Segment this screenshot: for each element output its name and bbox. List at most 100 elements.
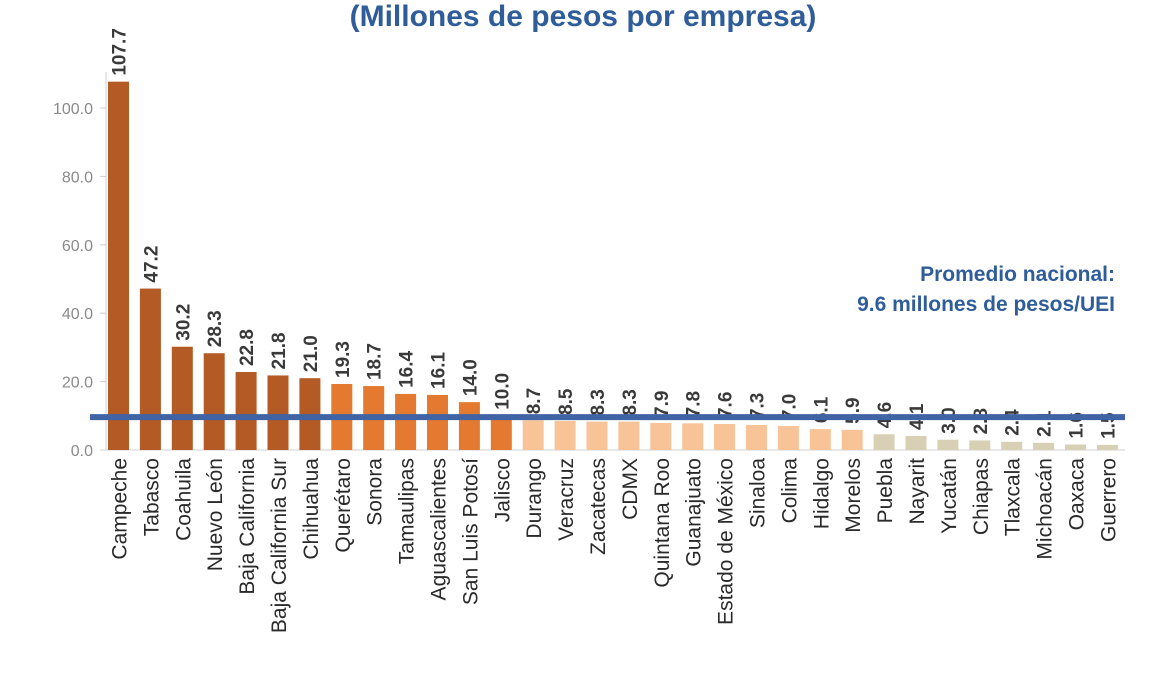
value-labels-group: 107.7 47.2 30.2 28.3 22.8 21.8 21.0 19.3 18.7 16.… xyxy=(110,28,1120,439)
bar xyxy=(395,393,417,450)
bar-value-label: 21.8 xyxy=(269,332,290,369)
bar xyxy=(1001,441,1023,450)
bar xyxy=(203,353,225,450)
bar-value-label: 7.6 xyxy=(716,392,737,418)
category-label: Tlaxcala xyxy=(1002,458,1025,537)
bar-value-label: 47.2 xyxy=(141,246,162,283)
y-tick-label: 20.0 xyxy=(62,375,93,392)
bar-value-label: 10.0 xyxy=(492,373,513,410)
bar xyxy=(171,346,193,450)
bar xyxy=(746,425,767,450)
bar-value-label: 8.7 xyxy=(524,388,545,414)
bar xyxy=(809,429,831,450)
category-label: Chiapas xyxy=(970,458,993,535)
category-label: Puebla xyxy=(874,458,897,524)
category-label: Coahuila xyxy=(172,458,195,541)
bar-value-label: 2.1 xyxy=(1035,410,1056,437)
category-label: Querétaro xyxy=(332,458,355,553)
category-label: Quintana Roo xyxy=(651,458,674,588)
category-label: Veracruz xyxy=(555,458,578,541)
bar xyxy=(650,422,672,450)
category-label: Guanajuato xyxy=(683,458,706,567)
bar xyxy=(267,375,289,450)
category-label: Yucatán xyxy=(938,458,961,534)
bar xyxy=(618,421,640,450)
y-axis-ticks: 0.0 20.0 40.0 60.0 80.0 100.0 xyxy=(53,101,106,460)
category-label: San Luis Potosí xyxy=(459,458,482,605)
bar xyxy=(682,423,704,450)
bar xyxy=(841,429,863,450)
bar xyxy=(522,420,544,450)
bar xyxy=(554,420,576,450)
bar xyxy=(1033,442,1055,450)
category-labels-group: Campeche Tabasco Coahuila Nuevo León Baja Ca… xyxy=(109,458,1121,633)
category-label: Tamaulipas xyxy=(396,458,419,564)
bar-value-label: 21.0 xyxy=(301,335,322,372)
category-label: Michoacán xyxy=(1034,458,1057,560)
bar-value-label: 7.3 xyxy=(748,393,769,419)
category-label: Sinaloa xyxy=(747,458,770,528)
y-tick-label: 100.0 xyxy=(53,101,93,118)
category-label: Hidalgo xyxy=(810,458,833,529)
category-label: Durango xyxy=(523,458,546,539)
bar-value-label: 28.3 xyxy=(205,310,226,347)
bar xyxy=(905,435,927,450)
bar xyxy=(139,288,161,450)
category-label: Morelos xyxy=(842,458,865,533)
bar-value-label: 14.0 xyxy=(460,359,481,396)
category-label: Campeche xyxy=(109,458,132,560)
bar xyxy=(586,421,608,450)
category-label: Baja California Sur xyxy=(268,458,291,633)
category-label: Oaxaca xyxy=(1066,458,1089,531)
chart-subtitle: (Millones de pesos por empresa) xyxy=(350,0,817,33)
category-label: Baja California xyxy=(236,458,259,595)
bar-value-label: 8.3 xyxy=(588,389,609,415)
category-label: Guerrero xyxy=(1097,458,1120,542)
bar xyxy=(969,440,991,450)
y-tick-label: 40.0 xyxy=(62,306,93,323)
bar-value-label: 22.8 xyxy=(237,329,258,366)
bar xyxy=(490,415,512,450)
y-tick-label: 60.0 xyxy=(62,238,93,255)
category-label: Sonora xyxy=(364,458,387,526)
category-label: Nuevo León xyxy=(204,458,227,571)
bars-group xyxy=(108,81,1118,450)
bar xyxy=(873,434,895,450)
bar xyxy=(427,394,448,450)
bar xyxy=(299,378,321,450)
bar-value-label: 2.4 xyxy=(1003,409,1024,436)
category-label: Chihuahua xyxy=(300,458,323,560)
bar-value-label: 7.9 xyxy=(652,391,673,417)
bar-value-label: 8.3 xyxy=(620,389,641,415)
category-label: Nayarit xyxy=(906,458,929,525)
bar-value-label: 19.3 xyxy=(333,341,354,378)
bar xyxy=(1065,444,1086,450)
bar-value-label: 16.4 xyxy=(397,350,418,387)
bar xyxy=(235,372,257,450)
bar-value-label: 7.0 xyxy=(779,394,800,420)
y-tick-label: 80.0 xyxy=(62,169,93,186)
category-label: Colima xyxy=(778,458,801,524)
bar xyxy=(714,424,736,450)
category-label: Estado de México xyxy=(715,458,738,625)
bar-value-label: 2.8 xyxy=(971,408,992,434)
bar xyxy=(777,426,799,450)
average-label-line2: 9.6 millones de pesos/UEI xyxy=(857,293,1115,316)
category-label: Aguascalientes xyxy=(428,458,451,600)
category-label: Tabasco xyxy=(140,458,163,536)
bar-value-label: 18.7 xyxy=(365,343,386,380)
bar-value-label: 16.1 xyxy=(429,352,450,389)
average-label-line1: Promedio nacional: xyxy=(920,263,1115,286)
category-label: Jalisco xyxy=(491,458,514,522)
bar xyxy=(108,81,129,450)
category-label: CDMX xyxy=(619,458,642,520)
bar xyxy=(937,439,959,450)
y-tick-label: 0.0 xyxy=(71,443,93,460)
bar xyxy=(458,402,480,450)
bar-value-label: 8.5 xyxy=(556,388,577,415)
bar-value-label: 3.0 xyxy=(939,407,960,433)
bar-value-label: 7.8 xyxy=(684,391,705,417)
bar-value-label: 107.7 xyxy=(110,28,131,76)
bar xyxy=(1096,444,1118,450)
